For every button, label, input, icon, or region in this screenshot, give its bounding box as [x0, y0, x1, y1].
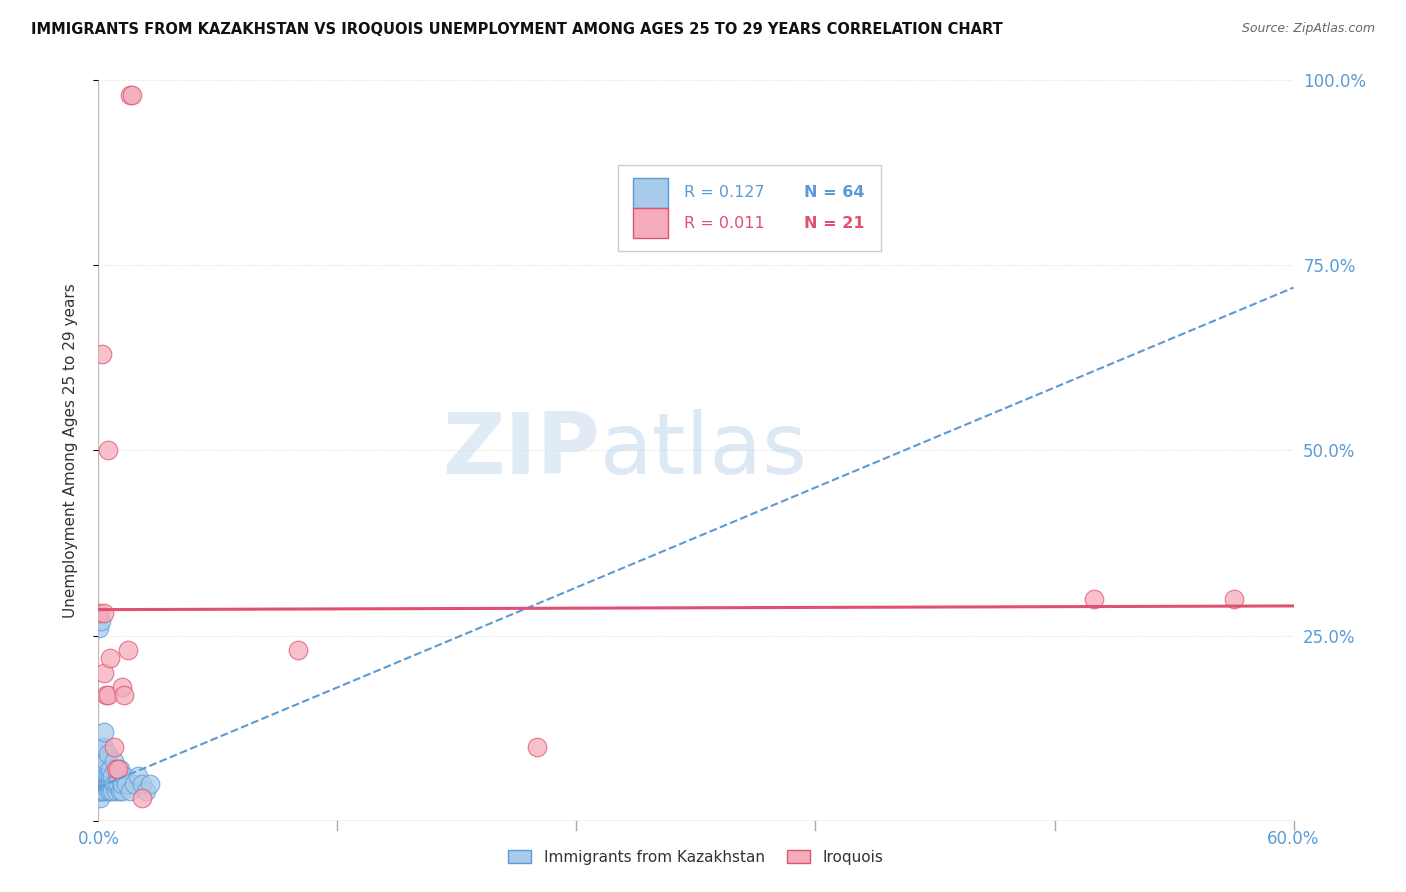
Point [107, 762, 129, 776]
Point [101, 784, 124, 798]
Point [1083, 591, 1105, 606]
Point [115, 776, 138, 791]
Point [110, 762, 132, 776]
Point [98, 762, 122, 776]
Point [117, 643, 139, 657]
FancyBboxPatch shape [633, 178, 668, 208]
Point [103, 755, 125, 769]
Point [97, 784, 120, 798]
Point [107, 776, 129, 791]
Text: atlas: atlas [600, 409, 808, 492]
Point [90, 776, 112, 791]
Point [97, 747, 120, 761]
Point [93, 724, 115, 739]
Point [97, 769, 120, 783]
Point [89, 769, 111, 783]
Point [91, 776, 114, 791]
Point [98, 784, 122, 798]
Point [94, 762, 117, 776]
Point [135, 784, 157, 798]
Point [105, 776, 128, 791]
Point [93, 607, 115, 621]
Point [91, 347, 114, 361]
Text: N = 64: N = 64 [804, 186, 865, 201]
Point [89, 776, 111, 791]
Point [103, 776, 125, 791]
Point [131, 791, 153, 805]
Text: ZIP: ZIP [443, 409, 600, 492]
Point [96, 776, 118, 791]
Point [107, 769, 129, 783]
Point [287, 643, 309, 657]
Point [101, 769, 124, 783]
Point [91, 769, 114, 783]
Point [91, 762, 114, 776]
Text: R = 0.011: R = 0.011 [685, 216, 765, 231]
Point [112, 769, 135, 783]
Point [103, 739, 125, 754]
Point [93, 784, 115, 798]
Point [93, 769, 115, 783]
Point [1223, 591, 1246, 606]
Point [91, 739, 114, 754]
Point [97, 443, 120, 458]
Point [94, 776, 117, 791]
Point [121, 88, 143, 103]
Point [89, 784, 111, 798]
Point [101, 776, 124, 791]
Point [89, 791, 111, 805]
Point [139, 776, 162, 791]
Text: N = 21: N = 21 [804, 216, 865, 231]
Point [110, 784, 132, 798]
Point [93, 665, 115, 680]
Point [98, 650, 122, 665]
Point [91, 747, 114, 761]
FancyBboxPatch shape [633, 209, 668, 238]
Point [91, 784, 114, 798]
Point [96, 688, 118, 702]
Point [124, 776, 146, 791]
FancyBboxPatch shape [619, 165, 882, 251]
Point [93, 755, 115, 769]
Point [90, 769, 112, 783]
Point [93, 769, 115, 783]
Legend: Immigrants from Kazakhstan, Iroquois: Immigrants from Kazakhstan, Iroquois [501, 842, 891, 872]
Point [526, 739, 548, 754]
Point [120, 88, 142, 103]
Point [98, 769, 122, 783]
Point [93, 762, 115, 776]
Point [96, 769, 118, 783]
Point [105, 784, 128, 798]
Point [97, 688, 120, 702]
Point [90, 614, 112, 628]
Point [111, 784, 134, 798]
Point [93, 739, 115, 754]
Point [91, 755, 114, 769]
Point [89, 776, 111, 791]
Point [127, 769, 149, 783]
Point [111, 776, 134, 791]
Text: Source: ZipAtlas.com: Source: ZipAtlas.com [1241, 22, 1375, 36]
Point [91, 776, 114, 791]
Text: R = 0.127: R = 0.127 [685, 186, 765, 201]
Point [112, 688, 135, 702]
Point [89, 784, 111, 798]
Point [96, 776, 118, 791]
Point [131, 776, 153, 791]
Point [98, 776, 121, 791]
Point [96, 755, 118, 769]
Y-axis label: Unemployment Among Ages 25 to 29 years: Unemployment Among Ages 25 to 29 years [63, 283, 77, 618]
Text: IMMIGRANTS FROM KAZAKHSTAN VS IROQUOIS UNEMPLOYMENT AMONG AGES 25 TO 29 YEARS CO: IMMIGRANTS FROM KAZAKHSTAN VS IROQUOIS U… [31, 22, 1002, 37]
Point [89, 621, 111, 635]
Point [111, 681, 134, 695]
Point [89, 784, 111, 798]
Point [105, 762, 128, 776]
Point [97, 776, 120, 791]
Point [120, 784, 142, 798]
Point [98, 776, 122, 791]
Point [89, 776, 111, 791]
Point [93, 776, 115, 791]
Point [89, 607, 111, 621]
